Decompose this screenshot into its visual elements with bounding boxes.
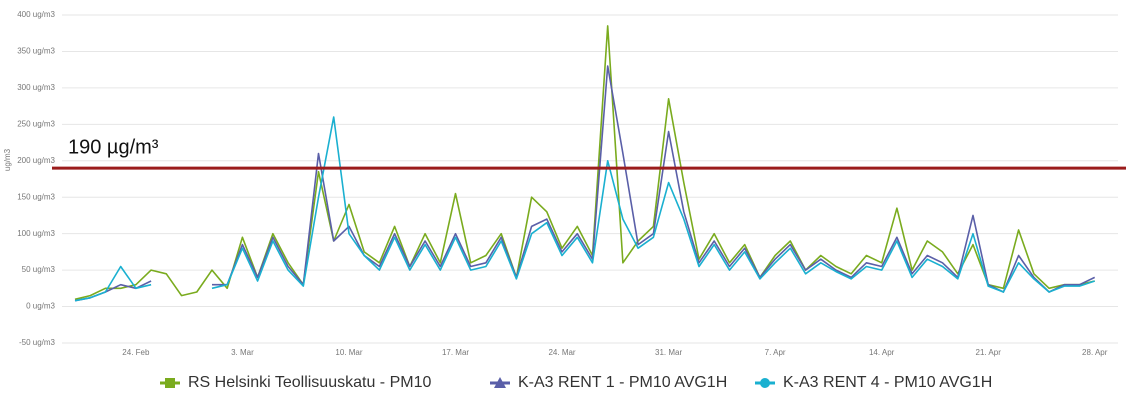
- legend-marker: [165, 378, 175, 388]
- legend-marker: [494, 377, 506, 388]
- y-axis-label: ug/m3: [3, 148, 12, 171]
- x-tick-label: 17. Mar: [442, 348, 469, 357]
- series-line: [74, 116, 1095, 302]
- x-tick-label: 3. Mar: [231, 348, 254, 357]
- y-tick-label: 150 ug/m3: [17, 192, 55, 201]
- y-tick-label: 0 ug/m3: [26, 302, 55, 311]
- y-tick-label: 50 ug/m3: [22, 265, 56, 274]
- threshold-label: 190 µg/m³: [68, 136, 159, 158]
- series-line: [74, 25, 1095, 301]
- x-tick-label: 14. Apr: [869, 348, 895, 357]
- y-tick-label: 200 ug/m3: [17, 156, 55, 165]
- y-tick-label: 400 ug/m3: [17, 10, 55, 19]
- y-tick-label: 300 ug/m3: [17, 83, 55, 92]
- x-tick-label: 24. Feb: [122, 348, 150, 357]
- y-tick-label: -50 ug/m3: [19, 338, 56, 347]
- x-tick-label: 31. Mar: [655, 348, 682, 357]
- x-tick-label: 28. Apr: [1082, 348, 1108, 357]
- y-tick-label: 250 ug/m3: [17, 119, 55, 128]
- legend-label: RS Helsinki Teollisuuskatu - PM10: [188, 374, 431, 391]
- x-tick-label: 21. Apr: [976, 348, 1002, 357]
- legend-marker: [760, 378, 770, 388]
- legend-label: K-A3 RENT 1 - PM10 AVG1H: [518, 374, 727, 391]
- y-tick-label: 100 ug/m3: [17, 229, 55, 238]
- legend-label: K-A3 RENT 4 - PM10 AVG1H: [783, 374, 992, 391]
- y-tick-label: 350 ug/m3: [17, 47, 55, 56]
- x-tick-label: 24. Mar: [548, 348, 575, 357]
- x-tick-label: 10. Mar: [335, 348, 362, 357]
- x-tick-label: 7. Apr: [765, 348, 786, 357]
